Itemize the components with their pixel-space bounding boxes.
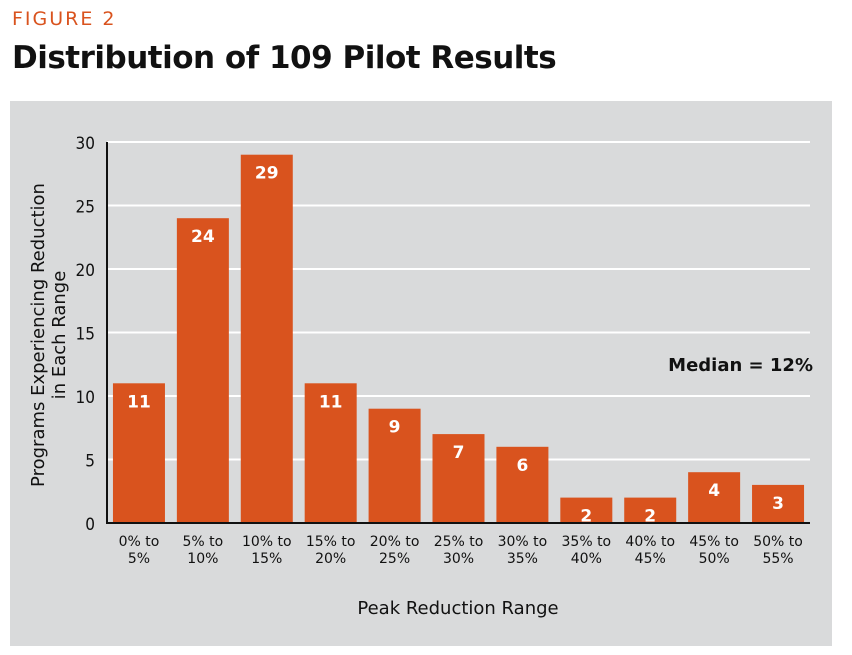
data-label: 29 (255, 164, 279, 184)
x-tick-label-line: 50% to (753, 534, 803, 550)
x-tick-label: 15% to 20% (306, 534, 356, 567)
x-tick-label: 20% to 25% (370, 534, 420, 567)
x-tick-label: 30% to 35% (498, 534, 548, 567)
chart-panel (10, 101, 832, 646)
y-tick-label: 5 (85, 452, 95, 472)
data-label: 6 (516, 456, 528, 476)
x-tick-label-line: 25% to (434, 534, 484, 550)
y-tick-label: 20 (76, 261, 95, 281)
x-tick-label-line: 10% (187, 551, 218, 567)
x-tick-label-line: 0% to (119, 534, 160, 550)
x-axis-title: Peak Reduction Range (357, 598, 558, 619)
y-axis-title-line: Programs Experiencing Reduction (28, 183, 49, 487)
x-tick-label-line: 25% (379, 551, 410, 567)
x-tick-label-line: 20% to (370, 534, 420, 550)
x-tick-label: 10% to 15% (242, 534, 292, 567)
y-tick-label: 10 (76, 388, 95, 408)
bar (752, 484, 805, 523)
data-label: 7 (453, 443, 465, 463)
x-tick-label-line: 5% to (183, 534, 224, 550)
bar (496, 446, 549, 523)
x-tick-label-line: 5% (128, 551, 150, 567)
data-label: 11 (127, 392, 151, 412)
x-tick-label-line: 35% (507, 551, 538, 567)
bar (112, 383, 165, 523)
x-tick-label-line: 40% to (625, 534, 675, 550)
x-tick-label: 25% to 30% (434, 534, 484, 567)
x-tick-label-line: 40% (571, 551, 602, 567)
data-label: 2 (644, 507, 656, 527)
bar (240, 154, 293, 523)
y-tick-label: 25 (76, 198, 95, 218)
bar (624, 497, 677, 523)
data-label: 11 (319, 392, 343, 412)
x-tick-label-line: 45% to (689, 534, 739, 550)
bar (560, 497, 613, 523)
bar (688, 472, 741, 523)
x-tick-label: 45% to 50% (689, 534, 739, 567)
y-tick-label: 15 (76, 325, 95, 345)
x-tick-label-line: 15% to (306, 534, 356, 550)
y-axis-title-line: in Each Range (49, 271, 70, 400)
data-label: 4 (708, 481, 720, 501)
data-label: 2 (580, 507, 592, 527)
y-axis-title: Programs Experiencing Reductionin Each R… (28, 183, 70, 487)
x-tick-label: 40% to 45% (625, 534, 675, 567)
bar (368, 408, 421, 523)
data-label: 3 (772, 494, 784, 514)
x-tick-label-line: 10% to (242, 534, 292, 550)
x-tick-label: 50% to 55% (753, 534, 803, 567)
bar (304, 383, 357, 523)
x-tick-label-line: 30% to (498, 534, 548, 550)
bar (176, 218, 229, 523)
figure-label: FIGURE 2 (12, 8, 117, 30)
x-tick-label: 5% to 10% (183, 534, 224, 567)
x-tick-label-line: 50% (699, 551, 730, 567)
x-tick-label-line: 55% (762, 551, 793, 567)
chart-title: Distribution of 109 Pilot Results (12, 40, 557, 76)
data-label: 9 (389, 418, 401, 438)
x-tick-label-line: 30% (443, 551, 474, 567)
x-tick-label-line: 35% to (562, 534, 612, 550)
x-tick-label-line: 20% (315, 551, 346, 567)
y-tick-label: 0 (85, 515, 95, 535)
x-tick-label-line: 45% (635, 551, 666, 567)
bar (432, 434, 485, 523)
median-annotation: Median = 12% (668, 355, 813, 376)
x-tick-label: 35% to 40% (562, 534, 612, 567)
x-tick-label-line: 15% (251, 551, 282, 567)
x-tick-label: 0% to 5% (119, 534, 160, 567)
data-label: 24 (191, 227, 215, 247)
y-tick-label: 30 (76, 134, 95, 154)
